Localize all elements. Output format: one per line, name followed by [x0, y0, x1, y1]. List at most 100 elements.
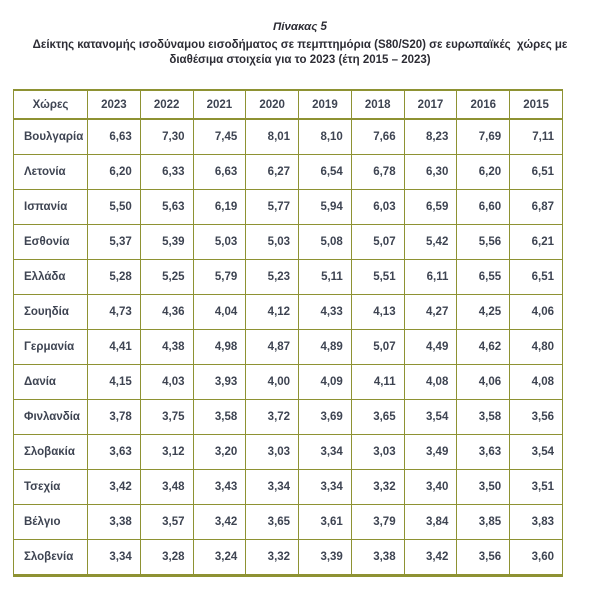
value-cell: 3,58 — [456, 399, 511, 435]
value-cell: 4,87 — [245, 329, 300, 365]
value-cell: 4,33 — [298, 294, 352, 330]
value-cell: 3,03 — [245, 434, 300, 470]
table-subtitle: Δείκτης κατανομής ισοδύναμου εισοδήματος… — [0, 38, 600, 68]
country-cell: Εσθονία — [13, 224, 88, 260]
value-cell: 6,33 — [139, 154, 194, 190]
value-cell: 5,77 — [245, 189, 300, 225]
value-cell: 3,57 — [139, 504, 194, 540]
table-subtitle-line-1: Δείκτης κατανομής ισοδύναμου εισοδήματος… — [32, 39, 568, 51]
value-cell: 4,41 — [87, 329, 141, 365]
value-cell: 3,38 — [87, 504, 141, 540]
country-cell: Ελλάδα — [13, 259, 88, 295]
value-cell: 4,13 — [350, 294, 405, 330]
value-cell: 5,03 — [245, 224, 300, 260]
value-cell: 3,78 — [87, 399, 141, 435]
table-row: Φινλανδία 3,78 3,75 3,58 3,72 3,69 3,65 3,54 3,5… — [13, 399, 563, 435]
value-cell: 3,34 — [298, 469, 352, 505]
value-cell: 6,51 — [509, 259, 563, 295]
value-cell: 3,65 — [350, 399, 405, 435]
value-cell: 6,51 — [509, 154, 563, 190]
value-cell: 3,54 — [403, 399, 458, 435]
col-header-countries: Χώρες — [13, 89, 88, 120]
value-cell: 4,36 — [139, 294, 194, 330]
value-cell: 3,34 — [245, 469, 300, 505]
value-cell: 8,23 — [403, 118, 458, 155]
table-row: Λετονία 6,20 6,33 6,63 6,27 6,54 6,78 6,30 6,20 6… — [13, 154, 563, 190]
value-cell: 5,39 — [139, 224, 194, 260]
country-cell: Δανία — [13, 364, 88, 400]
value-cell: 7,11 — [509, 118, 563, 155]
value-cell: 3,72 — [245, 399, 300, 435]
value-cell: 3,84 — [403, 504, 458, 540]
value-cell: 6,63 — [87, 118, 141, 155]
value-cell: 3,79 — [350, 504, 405, 540]
value-cell: 3,42 — [403, 539, 458, 576]
value-cell: 8,10 — [298, 118, 352, 155]
value-cell: 4,89 — [298, 329, 352, 365]
country-cell: Σουηδία — [13, 294, 88, 330]
value-cell: 5,03 — [192, 224, 247, 260]
value-cell: 4,09 — [298, 364, 352, 400]
value-cell: 3,42 — [87, 469, 141, 505]
country-cell: Σλοβακία — [13, 434, 88, 470]
value-cell: 4,62 — [456, 329, 511, 365]
table-head: Χώρες 2023 2022 2021 2020 2019 2018 2017 2016 201… — [13, 89, 563, 120]
value-cell: 3,34 — [87, 539, 141, 576]
col-header-year-2016: 2016 — [456, 89, 511, 120]
table-number-title: Πίνακας 5 — [273, 21, 327, 33]
value-cell: 4,80 — [509, 329, 563, 365]
table-subtitle-line-2: διαθέσιμα στοιχεία για το 2023 (έτη 2015… — [169, 54, 431, 66]
value-cell: 7,30 — [139, 118, 194, 155]
col-header-year-2020: 2020 — [245, 89, 300, 120]
table-row: Σλοβενία 3,34 3,28 3,24 3,32 3,39 3,38 3,42 3,56… — [13, 539, 563, 576]
value-cell: 4,49 — [403, 329, 458, 365]
value-cell: 3,34 — [298, 434, 352, 470]
value-cell: 6,63 — [192, 154, 247, 190]
value-cell: 6,20 — [87, 154, 141, 190]
col-header-year-2022: 2022 — [139, 89, 194, 120]
value-cell: 4,03 — [139, 364, 194, 400]
value-cell: 5,07 — [350, 224, 405, 260]
value-cell: 3,65 — [245, 504, 300, 540]
value-cell: 6,30 — [403, 154, 458, 190]
value-cell: 7,69 — [456, 118, 511, 155]
value-cell: 5,63 — [139, 189, 194, 225]
country-cell: Βέλγιο — [13, 504, 88, 540]
col-header-year-2017: 2017 — [403, 89, 458, 120]
value-cell: 3,03 — [350, 434, 405, 470]
table-row: Σλοβακία 3,63 3,12 3,20 3,03 3,34 3,03 3,49 3,63… — [13, 434, 563, 470]
value-cell: 3,50 — [456, 469, 511, 505]
value-cell: 3,83 — [509, 504, 563, 540]
table-row: Εσθονία 5,37 5,39 5,03 5,03 5,08 5,07 5,42 5,56 6… — [13, 224, 563, 260]
value-cell: 3,63 — [456, 434, 511, 470]
value-cell: 5,28 — [87, 259, 141, 295]
country-cell: Βουλγαρία — [13, 118, 88, 155]
col-header-year-2015: 2015 — [509, 89, 563, 120]
value-cell: 5,51 — [350, 259, 405, 295]
value-cell: 6,60 — [456, 189, 511, 225]
table-row: Τσεχία 3,42 3,48 3,43 3,34 3,34 3,32 3,40 3,50 3,… — [13, 469, 563, 505]
value-cell: 7,66 — [350, 118, 405, 155]
table-row: Δανία 4,15 4,03 3,93 4,00 4,09 4,11 4,08 4,06 4,0… — [13, 364, 563, 400]
document-page: Πίνακας 5 Δείκτης κατανομής ισοδύναμου ε… — [0, 21, 600, 577]
table-row: Γερμανία 4,41 4,38 4,98 4,87 4,89 5,07 4,49 4,62… — [13, 329, 563, 365]
table-row: Βέλγιο 3,38 3,57 3,42 3,65 3,61 3,79 3,84 3,85 3,… — [13, 504, 563, 540]
value-cell: 5,50 — [87, 189, 141, 225]
value-cell: 3,24 — [192, 539, 247, 576]
value-cell: 3,56 — [509, 399, 563, 435]
col-header-year-2023: 2023 — [87, 89, 141, 120]
header-row: Χώρες 2023 2022 2021 2020 2019 2018 2017 2016 201… — [13, 89, 563, 120]
value-cell: 6,21 — [509, 224, 563, 260]
table-row: Βουλγαρία 6,63 7,30 7,45 8,01 8,10 7,66 8,23 7,6… — [13, 118, 563, 155]
value-cell: 6,03 — [350, 189, 405, 225]
value-cell: 3,32 — [350, 469, 405, 505]
value-cell: 4,25 — [456, 294, 511, 330]
value-cell: 3,40 — [403, 469, 458, 505]
value-cell: 3,12 — [139, 434, 194, 470]
country-cell: Σλοβενία — [13, 539, 88, 576]
value-cell: 4,08 — [403, 364, 458, 400]
value-cell: 3,93 — [192, 364, 247, 400]
table-body: Βουλγαρία 6,63 7,30 7,45 8,01 8,10 7,66 8,23 7,6… — [13, 118, 563, 576]
value-cell: 3,56 — [456, 539, 511, 576]
value-cell: 4,98 — [192, 329, 247, 365]
